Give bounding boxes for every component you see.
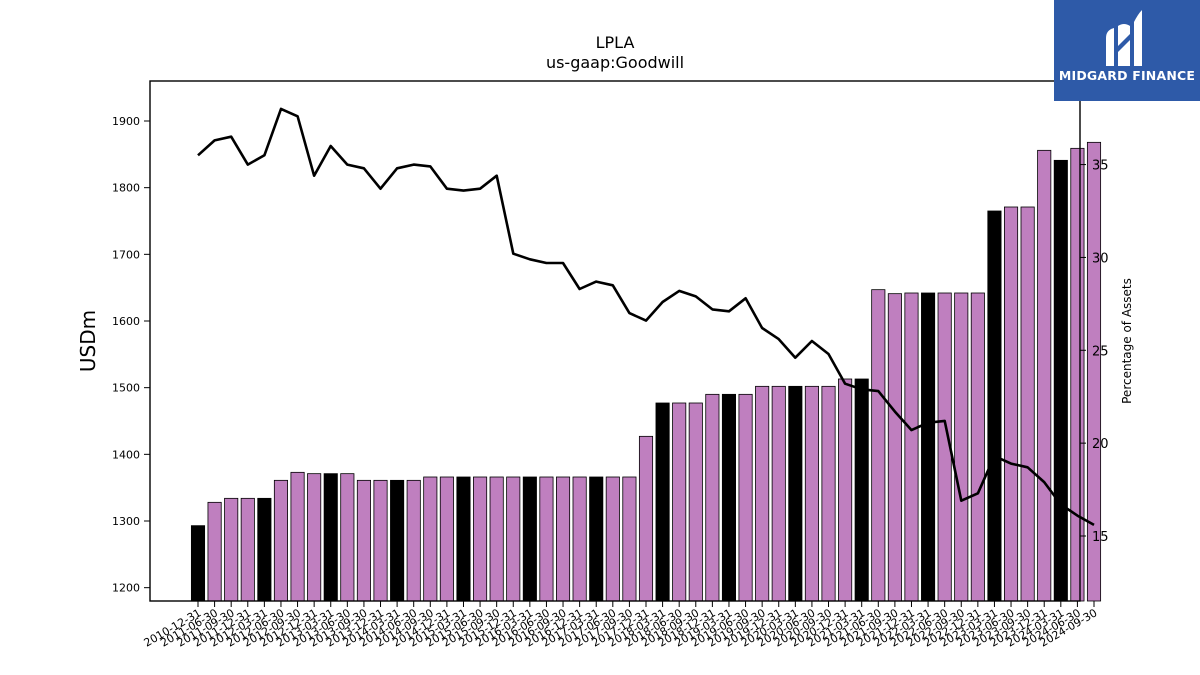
percentage-line bbox=[197, 107, 1095, 527]
bar-2012-03-31 bbox=[257, 497, 272, 602]
bar-2017-03-31 bbox=[589, 476, 604, 602]
bar-2019-06-30 bbox=[738, 393, 753, 602]
y-tick-label: 1900 bbox=[112, 115, 140, 128]
bar-2013-12-31 bbox=[373, 479, 388, 602]
bar-2013-03-31 bbox=[323, 473, 338, 602]
bar-2019-09-30 bbox=[755, 385, 770, 602]
bar-2013-09-30 bbox=[356, 479, 371, 602]
bar-2022-12-31 bbox=[970, 292, 985, 602]
bar-2021-03-31 bbox=[854, 378, 869, 602]
bar-2017-06-30 bbox=[605, 476, 620, 602]
bar-2023-06-30 bbox=[1004, 206, 1019, 602]
bar-2023-12-31 bbox=[1037, 149, 1052, 602]
chart-subtitle: us-gaap:Goodwill bbox=[546, 53, 684, 72]
left-axis: 1200 1300 1400 1500 1600 1700 1800 1900 bbox=[112, 115, 150, 595]
bar-2018-06-30 bbox=[672, 402, 687, 602]
bars bbox=[190, 141, 1102, 602]
bar-2015-06-30 bbox=[473, 476, 488, 602]
bar-2016-03-31 bbox=[522, 476, 537, 602]
bar-2012-06-30 bbox=[273, 479, 289, 602]
bar-2011-12-31 bbox=[240, 497, 255, 602]
bar-2016-12-31 bbox=[572, 476, 587, 602]
bar-2013-06-30 bbox=[340, 473, 355, 602]
bar-2020-06-30 bbox=[804, 385, 819, 602]
bar-2018-12-31 bbox=[705, 393, 720, 602]
y-tick-label: 1500 bbox=[112, 382, 140, 395]
y-tick-label: 1200 bbox=[112, 582, 140, 595]
bar-2017-09-30 bbox=[622, 476, 637, 602]
bar-2020-09-30 bbox=[821, 385, 836, 602]
bar-2012-12-31 bbox=[307, 473, 322, 602]
midgard-logo-icon bbox=[1106, 10, 1142, 66]
bar-2021-09-30 bbox=[887, 293, 902, 602]
y2-tick-label: 35 bbox=[1092, 159, 1109, 174]
bar-2017-12-31 bbox=[638, 435, 654, 602]
y2-tick-label: 25 bbox=[1092, 344, 1109, 359]
bar-2010-12-31 bbox=[190, 525, 206, 602]
bar-2018-03-31 bbox=[655, 402, 670, 602]
y-tick-label: 1700 bbox=[112, 248, 140, 261]
percentage-line-path bbox=[197, 107, 1095, 527]
y2-tick-label: 20 bbox=[1092, 437, 1109, 452]
bar-2014-12-31 bbox=[439, 476, 454, 602]
y-axis-label: USDm bbox=[76, 310, 100, 372]
logo: MIDGARD FINANCE bbox=[1054, 0, 1200, 101]
bar-2020-03-31 bbox=[788, 385, 803, 602]
y-tick-label: 1300 bbox=[112, 515, 140, 528]
y2-axis-label: Percentage of Assets bbox=[1120, 278, 1134, 404]
plot-frame bbox=[149, 80, 1081, 602]
bar-2018-09-30 bbox=[688, 402, 703, 602]
bar-2019-12-31 bbox=[771, 385, 786, 602]
bar-2022-03-31 bbox=[921, 292, 936, 602]
x-axis: 2010-12-312011-06-302011-09-302011-12-31… bbox=[142, 601, 1100, 650]
bar-2024-03-31 bbox=[1053, 159, 1068, 602]
right-axis: 15 20 25 30 35 bbox=[1080, 159, 1109, 545]
bar-2015-12-31 bbox=[506, 476, 521, 602]
bar-2019-03-31 bbox=[721, 393, 737, 602]
bar-2023-09-30 bbox=[1020, 206, 1035, 602]
y-tick-label: 1400 bbox=[112, 448, 140, 461]
bar-2015-09-30 bbox=[489, 476, 504, 602]
chart-title: LPLA bbox=[596, 33, 635, 52]
bar-2016-09-30 bbox=[556, 476, 571, 602]
bar-2021-12-31 bbox=[904, 292, 919, 602]
bar-2022-09-30 bbox=[954, 292, 969, 602]
bar-2024-06-30 bbox=[1070, 147, 1085, 602]
logo-text: MIDGARD FINANCE bbox=[1058, 68, 1196, 83]
bar-2014-03-31 bbox=[390, 479, 405, 602]
bar-2014-06-30 bbox=[406, 479, 421, 602]
bar-2016-06-30 bbox=[539, 476, 554, 602]
y-tick-label: 1800 bbox=[112, 182, 140, 195]
bar-2014-09-30 bbox=[423, 476, 438, 602]
bar-2021-06-30 bbox=[871, 289, 886, 602]
y2-tick-label: 15 bbox=[1092, 530, 1109, 545]
bar-2015-03-31 bbox=[456, 476, 471, 602]
bar-2011-09-30 bbox=[224, 497, 239, 602]
bar-2023-03-31 bbox=[987, 210, 1002, 602]
bar-2012-09-30 bbox=[290, 471, 305, 602]
y2-tick-label: 30 bbox=[1092, 251, 1109, 266]
bar-2020-12-31 bbox=[838, 378, 853, 602]
y-tick-label: 1600 bbox=[112, 315, 140, 328]
bar-2011-06-30 bbox=[207, 501, 222, 602]
